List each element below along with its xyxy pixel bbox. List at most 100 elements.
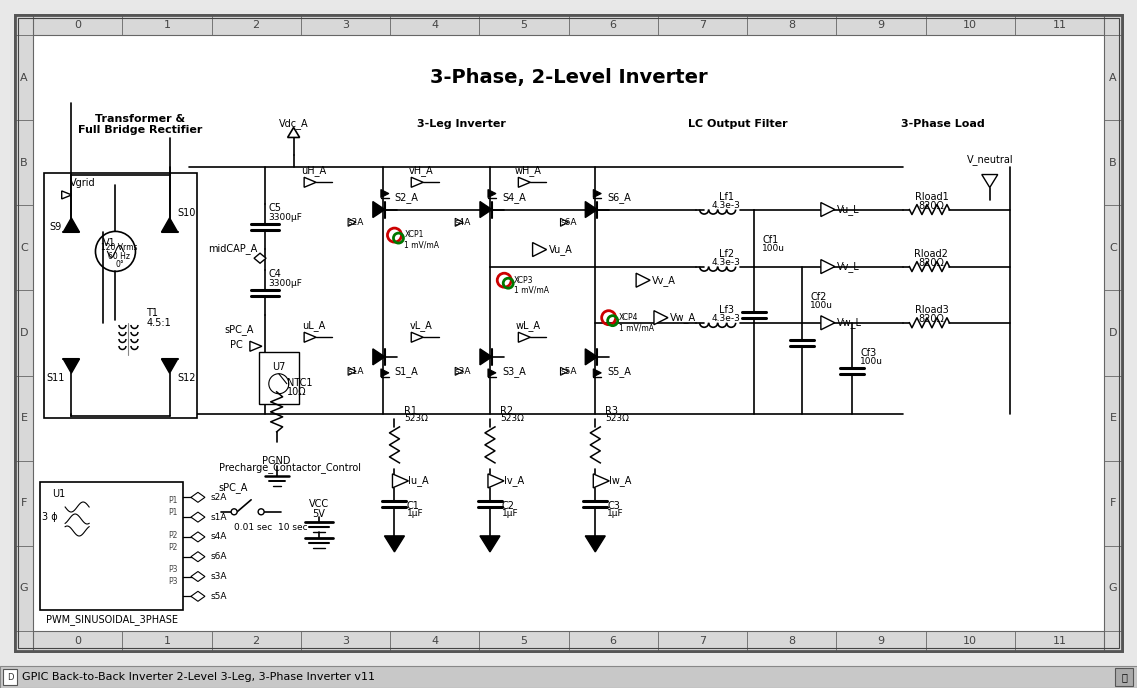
Text: R2: R2 xyxy=(500,406,513,416)
Text: Iv_A: Iv_A xyxy=(504,475,524,486)
Text: D: D xyxy=(19,328,28,338)
Text: D: D xyxy=(7,672,14,682)
Polygon shape xyxy=(518,332,530,342)
Text: NTC1: NTC1 xyxy=(287,378,313,388)
Text: 100u: 100u xyxy=(861,357,883,366)
Text: 4.3e-3: 4.3e-3 xyxy=(712,314,740,323)
Text: F: F xyxy=(20,498,27,508)
Text: s4A: s4A xyxy=(211,533,227,541)
Text: sPC_A: sPC_A xyxy=(218,482,248,493)
Text: 2: 2 xyxy=(252,20,259,30)
Text: V1: V1 xyxy=(103,239,116,248)
Text: 10: 10 xyxy=(963,20,977,30)
Polygon shape xyxy=(518,178,530,187)
Text: PWM_SINUSOIDAL_3PHASE: PWM_SINUSOIDAL_3PHASE xyxy=(45,614,177,625)
Text: 3-Phase, 2-Level Inverter: 3-Phase, 2-Level Inverter xyxy=(430,68,707,87)
Polygon shape xyxy=(250,341,262,352)
Bar xyxy=(15,15,1122,35)
Text: 60 Hz: 60 Hz xyxy=(108,252,131,261)
Polygon shape xyxy=(561,367,568,376)
Text: sPC_A: sPC_A xyxy=(225,324,255,334)
Text: 11: 11 xyxy=(1053,20,1067,30)
Text: 8: 8 xyxy=(788,636,795,646)
Text: 5V: 5V xyxy=(313,509,325,519)
Text: Vw_L: Vw_L xyxy=(837,317,862,328)
Text: 0.01 sec  10 sec: 0.01 sec 10 sec xyxy=(234,524,308,533)
Text: U1: U1 xyxy=(52,489,66,499)
Polygon shape xyxy=(586,202,597,217)
Text: R1: R1 xyxy=(405,406,417,416)
Polygon shape xyxy=(161,218,177,232)
Text: B: B xyxy=(20,158,27,168)
Text: S12: S12 xyxy=(177,373,196,383)
Text: Vv_A: Vv_A xyxy=(653,275,677,286)
Text: 3300µF: 3300µF xyxy=(268,279,302,288)
Text: Vv_L: Vv_L xyxy=(837,261,860,272)
Text: s1A: s1A xyxy=(348,367,364,376)
Text: C2: C2 xyxy=(501,501,515,511)
Text: Lf1: Lf1 xyxy=(719,191,733,202)
Polygon shape xyxy=(594,189,601,197)
Text: E: E xyxy=(20,413,27,423)
Polygon shape xyxy=(288,127,300,138)
Text: 9: 9 xyxy=(878,636,885,646)
Polygon shape xyxy=(373,349,384,365)
Text: P3: P3 xyxy=(168,565,177,574)
Text: Rload1: Rload1 xyxy=(914,191,948,202)
Polygon shape xyxy=(64,359,80,373)
Bar xyxy=(259,352,299,404)
Text: 4.5:1: 4.5:1 xyxy=(147,318,172,328)
Polygon shape xyxy=(191,532,205,542)
Text: s1A: s1A xyxy=(211,513,227,522)
Text: 0°: 0° xyxy=(115,260,124,269)
Text: P2: P2 xyxy=(168,543,177,552)
Text: wH_A: wH_A xyxy=(515,165,541,175)
Text: 1µF: 1µF xyxy=(406,509,423,518)
Polygon shape xyxy=(594,474,609,488)
Text: s6A: s6A xyxy=(211,552,227,561)
Text: XCP4
1 mV/mA: XCP4 1 mV/mA xyxy=(619,313,654,332)
Text: Vu_L: Vu_L xyxy=(837,204,860,215)
Text: E: E xyxy=(1110,413,1117,423)
Text: s3A: s3A xyxy=(211,572,227,581)
Text: 6: 6 xyxy=(609,636,616,646)
Polygon shape xyxy=(488,189,496,197)
Text: Precharge_Contactor_Control: Precharge_Contactor_Control xyxy=(218,462,360,473)
Text: 4.3e-3: 4.3e-3 xyxy=(712,201,740,210)
Polygon shape xyxy=(981,175,998,188)
Polygon shape xyxy=(191,512,205,522)
Text: 5: 5 xyxy=(521,20,528,30)
Text: Vu_A: Vu_A xyxy=(548,244,572,255)
Text: 한: 한 xyxy=(1121,672,1127,682)
Text: XCP1
1 mV/mA: XCP1 1 mV/mA xyxy=(405,230,440,250)
Polygon shape xyxy=(373,202,384,217)
Text: 100u: 100u xyxy=(762,244,786,253)
Text: 0: 0 xyxy=(74,636,81,646)
Polygon shape xyxy=(348,218,356,226)
Text: 4: 4 xyxy=(431,636,438,646)
Bar xyxy=(43,173,197,418)
Text: PC: PC xyxy=(230,341,242,350)
Text: B: B xyxy=(1110,158,1117,168)
Text: 1: 1 xyxy=(164,636,171,646)
Text: A: A xyxy=(20,72,27,83)
Text: uH_A: uH_A xyxy=(301,165,326,175)
Text: Cf2: Cf2 xyxy=(811,292,827,301)
Text: 11: 11 xyxy=(1053,636,1067,646)
Text: 3: 3 xyxy=(342,636,349,646)
Text: VCC: VCC xyxy=(308,499,329,509)
Text: 100u: 100u xyxy=(811,301,833,310)
Text: 7: 7 xyxy=(699,20,706,30)
Text: s2A: s2A xyxy=(211,493,227,502)
Text: s2A: s2A xyxy=(348,218,364,227)
Text: S9: S9 xyxy=(49,222,61,232)
Polygon shape xyxy=(191,591,205,601)
Bar xyxy=(15,631,1122,651)
Text: 0: 0 xyxy=(74,20,81,30)
Polygon shape xyxy=(412,178,423,187)
Text: V_neutral: V_neutral xyxy=(966,154,1013,165)
Text: D: D xyxy=(1109,328,1118,338)
Text: PGND: PGND xyxy=(263,456,291,466)
Text: 10: 10 xyxy=(963,636,977,646)
Text: Transformer &
Full Bridge Rectifier: Transformer & Full Bridge Rectifier xyxy=(78,114,202,136)
